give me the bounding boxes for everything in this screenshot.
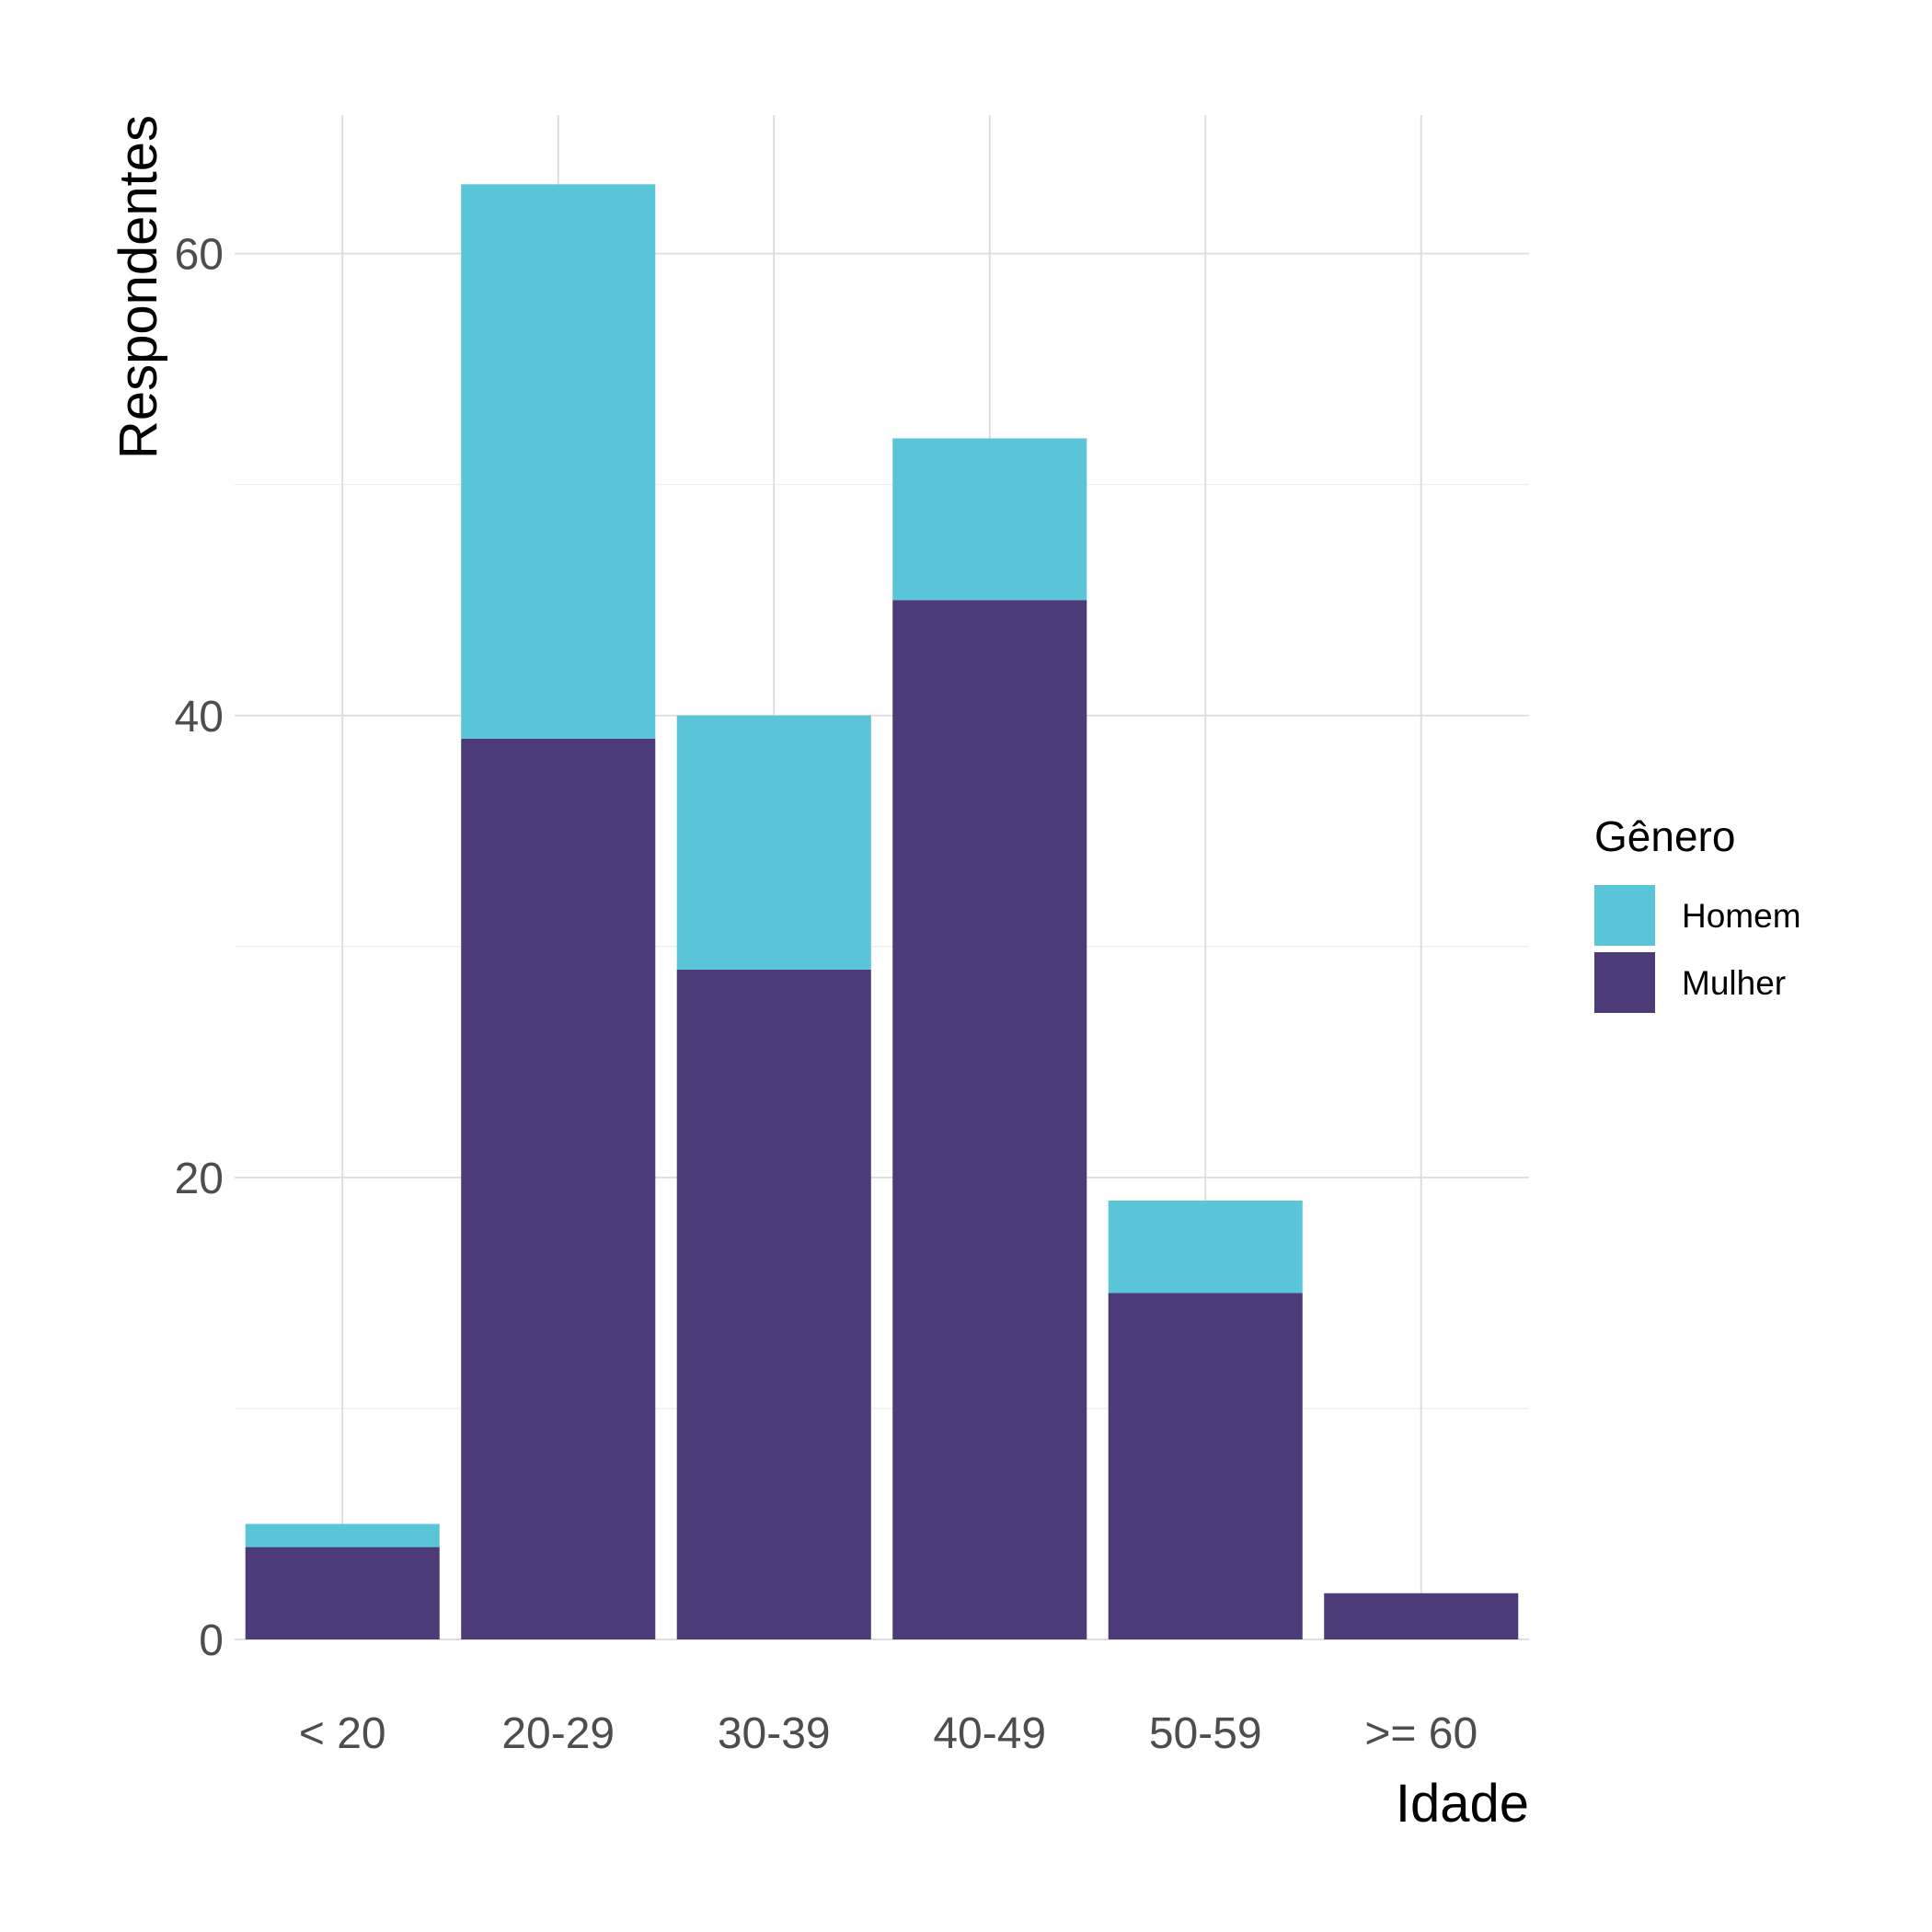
x-axis-ticks: < 20 20-29 30-39 40-49 50-59 >= 60 <box>299 1709 1478 1758</box>
y-tick-label: 40 <box>175 693 224 742</box>
bar-mulher-3 <box>676 969 871 1639</box>
legend-label-homem: Homem <box>1682 897 1801 935</box>
bar-mulher-4 <box>892 600 1087 1639</box>
y-tick-label: 0 <box>199 1616 224 1665</box>
bar-homem-4 <box>892 438 1087 601</box>
y-tick-label: 60 <box>175 231 224 280</box>
bar-mulher-5 <box>1108 1293 1303 1639</box>
legend-label-mulher: Mulher <box>1682 964 1786 1002</box>
bar-mulher-6 <box>1324 1593 1519 1639</box>
bar-homem-5 <box>1108 1200 1303 1294</box>
y-tick-label: 20 <box>175 1155 224 1203</box>
bar-mulher-2 <box>461 738 656 1639</box>
grid <box>235 115 1529 1640</box>
y-axis-ticks: 0 20 40 60 <box>175 231 224 1665</box>
legend-swatch-mulher <box>1594 952 1655 1013</box>
bar-homem-2 <box>461 184 656 739</box>
legend-swatch-homem <box>1594 885 1655 946</box>
x-tick-label: 20-29 <box>501 1709 615 1758</box>
bars <box>245 184 1519 1639</box>
bar-homem-1 <box>245 1524 440 1547</box>
x-tick-label: 40-49 <box>933 1709 1046 1758</box>
legend-items: Homem Mulher <box>1594 885 1801 1013</box>
legend: Gênero Homem Mulher <box>1594 812 1801 1013</box>
bar-mulher-1 <box>245 1547 440 1639</box>
x-tick-label: 30-39 <box>718 1709 831 1758</box>
legend-title: Gênero <box>1594 812 1735 860</box>
x-tick-label: >= 60 <box>1364 1709 1478 1758</box>
bar-homem-3 <box>676 715 871 970</box>
x-tick-label: 50-59 <box>1149 1709 1262 1758</box>
x-axis-title: Idade <box>1396 1774 1529 1834</box>
y-axis-title: Respondentes <box>109 115 168 459</box>
x-tick-label: < 20 <box>299 1709 386 1758</box>
